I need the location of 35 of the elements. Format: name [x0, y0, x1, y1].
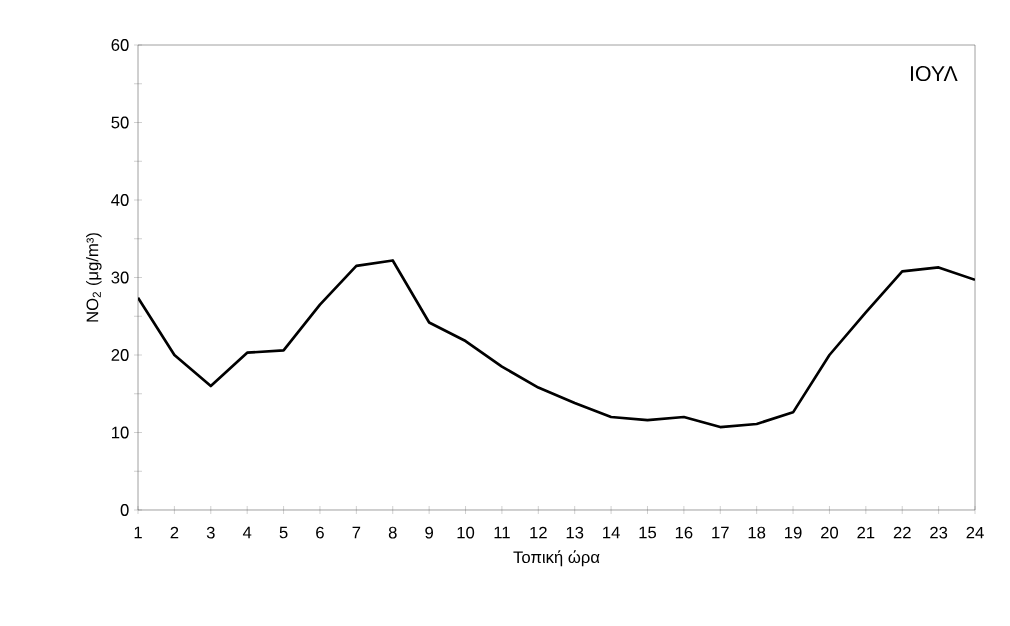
text: ΙΟΥΛ — [910, 66, 958, 82]
x-tick-label: 5 — [279, 526, 288, 539]
x-tick-label: 15 — [639, 526, 657, 539]
x-tick-label: 16 — [675, 526, 693, 539]
x-tick-label: 2 — [170, 526, 179, 539]
y-tick-label: 0 — [120, 504, 129, 516]
x-tick-label: 14 — [603, 526, 620, 539]
x-tick-label: 21 — [857, 526, 875, 539]
y-axis-title: NO$_{2}$ (μg/m³) — [86, 233, 102, 322]
x-tick-label: 3 — [206, 526, 215, 539]
y-tick-label: 30 — [111, 271, 129, 284]
x-tick-label: 11 — [494, 526, 510, 539]
x-tick-label: 17 — [712, 526, 729, 539]
x-tick-label: 9 — [425, 526, 433, 539]
x-tick-label: 7 — [352, 526, 361, 539]
y-tick-label: 50 — [111, 116, 129, 129]
y-tick-label: 20 — [111, 349, 129, 361]
x-tick-label: 13 — [566, 526, 584, 539]
y-tick-label: 60 — [111, 39, 129, 51]
x-tick-label: 20 — [821, 526, 839, 539]
x-tick-label: 6 — [316, 526, 324, 539]
x-tick-label: 18 — [748, 526, 766, 539]
x-tick-label: 12 — [530, 526, 547, 539]
x-tick-label: 8 — [388, 526, 397, 539]
x-tick-label: 1 — [134, 526, 142, 539]
x-tick-label: 23 — [930, 526, 948, 539]
y-tick-label: 10 — [112, 426, 129, 439]
x-tick-label: 22 — [893, 526, 911, 539]
x-tick-label: 24 — [966, 526, 984, 539]
y-tick-label: 40 — [111, 194, 129, 206]
line-series — [138, 259, 975, 429]
x-axis-title: Τοπική ώρα — [513, 550, 600, 567]
x-tick-label: 19 — [785, 526, 802, 539]
x-tick-label: 10 — [457, 526, 475, 539]
x-tick-label: 4 — [242, 526, 252, 539]
